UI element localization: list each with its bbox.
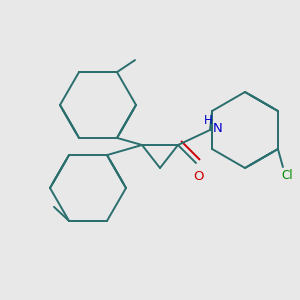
Text: Cl: Cl xyxy=(281,169,293,182)
Text: O: O xyxy=(193,170,203,184)
Text: H: H xyxy=(204,113,212,127)
Text: N: N xyxy=(213,122,223,134)
